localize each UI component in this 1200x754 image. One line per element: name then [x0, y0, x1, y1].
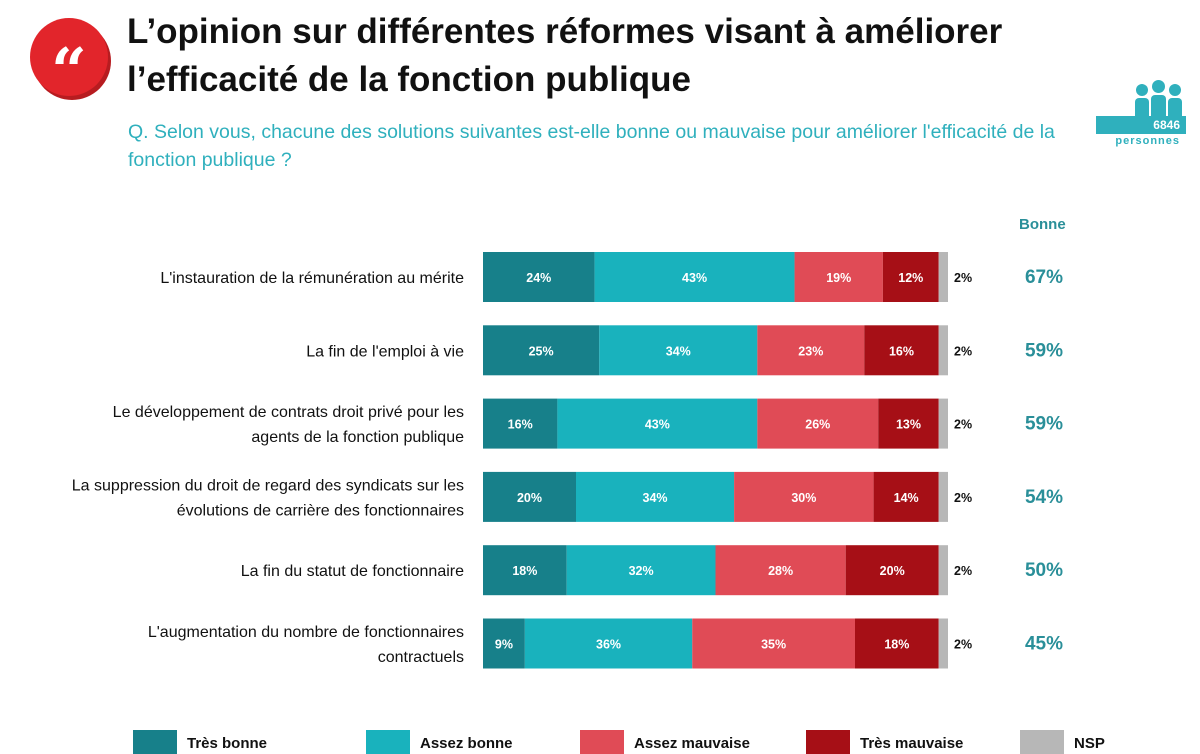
- bonne-total: 67%: [1025, 267, 1063, 288]
- category-label: agents de la fonction publique: [251, 429, 464, 446]
- legend-swatch: [133, 730, 177, 754]
- data-label: 36%: [596, 638, 621, 652]
- legend-label: NSP: [1074, 735, 1105, 752]
- data-label: 20%: [880, 564, 905, 578]
- data-label: 18%: [884, 638, 909, 652]
- data-label: 20%: [517, 491, 542, 505]
- data-label: 9%: [495, 638, 513, 652]
- bar-segment: [757, 398, 879, 449]
- sample-count: 6846: [1096, 116, 1186, 134]
- bar-segment: [594, 252, 795, 302]
- bonne-total: 59%: [1025, 340, 1063, 361]
- data-label: 2%: [954, 418, 972, 432]
- bar-segment: [483, 618, 525, 669]
- bar-segment: [483, 325, 600, 376]
- bar-segment: [524, 618, 693, 669]
- sample-label: personnes: [1115, 135, 1180, 147]
- bar-segment: [938, 252, 948, 302]
- category-label: contractuels: [378, 649, 464, 666]
- data-label: 34%: [643, 491, 668, 505]
- bonne-column-header: Bonne: [1019, 216, 1066, 233]
- data-label: 19%: [826, 271, 851, 285]
- bonne-total: 54%: [1025, 487, 1063, 508]
- bar-segment: [483, 398, 558, 449]
- bar-segment: [599, 325, 758, 376]
- quote-icon: “: [30, 18, 108, 102]
- bar-segment: [938, 471, 948, 522]
- bar-segment: [576, 471, 735, 522]
- data-label: 23%: [798, 344, 823, 358]
- category-label: La fin de l'emploi à vie: [306, 343, 464, 360]
- data-label: 35%: [761, 638, 786, 652]
- bar-segment: [483, 545, 567, 596]
- category-label: L'augmentation du nombre de fonctionnair…: [148, 624, 464, 641]
- bar-segment: [566, 545, 716, 596]
- legend-label: Assez bonne: [420, 735, 513, 752]
- bar-segment: [794, 252, 883, 302]
- bar-segment: [882, 252, 939, 302]
- category-label: Le développement de contrats droit privé…: [113, 404, 464, 421]
- data-label: 14%: [894, 491, 919, 505]
- bar-segment: [483, 252, 595, 302]
- data-label: 2%: [954, 638, 972, 652]
- bonne-total: 45%: [1025, 634, 1063, 655]
- category-label: évolutions de carrière des fonctionnaire…: [177, 502, 464, 519]
- bar-segment: [873, 471, 939, 522]
- legend-swatch: [580, 730, 624, 754]
- legend-label: Très bonne: [187, 735, 268, 752]
- data-label: 43%: [682, 271, 707, 285]
- bar-segment: [734, 471, 874, 522]
- bar-segment: [938, 325, 948, 376]
- legend-label: Très mauvaise: [860, 735, 964, 752]
- data-label: 32%: [629, 564, 654, 578]
- bonne-total: 59%: [1025, 414, 1063, 435]
- data-label: 24%: [526, 271, 551, 285]
- bar-segment: [845, 545, 939, 596]
- sample-size-badge: 6846 personnes: [1096, 78, 1186, 154]
- bar-segment: [855, 618, 939, 669]
- bar-segment: [938, 618, 948, 669]
- data-label: 2%: [954, 564, 972, 578]
- data-label: 13%: [896, 418, 921, 432]
- category-label: L'instauration de la rémunération au mér…: [160, 270, 464, 287]
- data-label: 34%: [666, 344, 691, 358]
- data-label: 2%: [954, 344, 972, 358]
- bar-segment: [715, 545, 846, 596]
- bar-segment: [878, 398, 939, 449]
- category-label: La suppression du droit de regard des sy…: [72, 477, 464, 494]
- data-label: 2%: [954, 491, 972, 505]
- stacked-bar-chart: L'instauration de la rémunération au mér…: [72, 252, 1063, 669]
- data-label: 16%: [889, 344, 914, 358]
- bar-segment: [692, 618, 855, 669]
- data-label: 30%: [791, 491, 816, 505]
- data-label: 26%: [805, 418, 830, 432]
- legend-swatch: [806, 730, 850, 754]
- legend-swatch: [366, 730, 410, 754]
- legend-label: Assez mauvaise: [634, 735, 750, 752]
- bar-segment: [864, 325, 939, 376]
- data-label: 25%: [529, 344, 554, 358]
- data-label: 18%: [512, 564, 537, 578]
- bar-segment: [483, 471, 576, 522]
- data-label: 12%: [898, 271, 923, 285]
- chart-legend: Très bonne Assez bonne Assez mauvaise Très …: [0, 730, 1200, 754]
- bar-segment: [557, 398, 758, 449]
- data-label: 2%: [954, 271, 972, 285]
- survey-question: Q. Selon vous, chacune des solutions sui…: [128, 121, 1055, 171]
- legend-swatch: [1020, 730, 1064, 754]
- bar-segment: [938, 545, 948, 596]
- bar-segment: [938, 398, 948, 449]
- bonne-total: 50%: [1025, 560, 1063, 581]
- bar-segment: [757, 325, 865, 376]
- data-label: 43%: [645, 418, 670, 432]
- category-label: La fin du statut de fonctionnaire: [241, 563, 464, 580]
- data-label: 28%: [768, 564, 793, 578]
- page-title: L’opinion sur différentes réformes visan…: [127, 12, 1003, 99]
- data-label: 16%: [508, 418, 533, 432]
